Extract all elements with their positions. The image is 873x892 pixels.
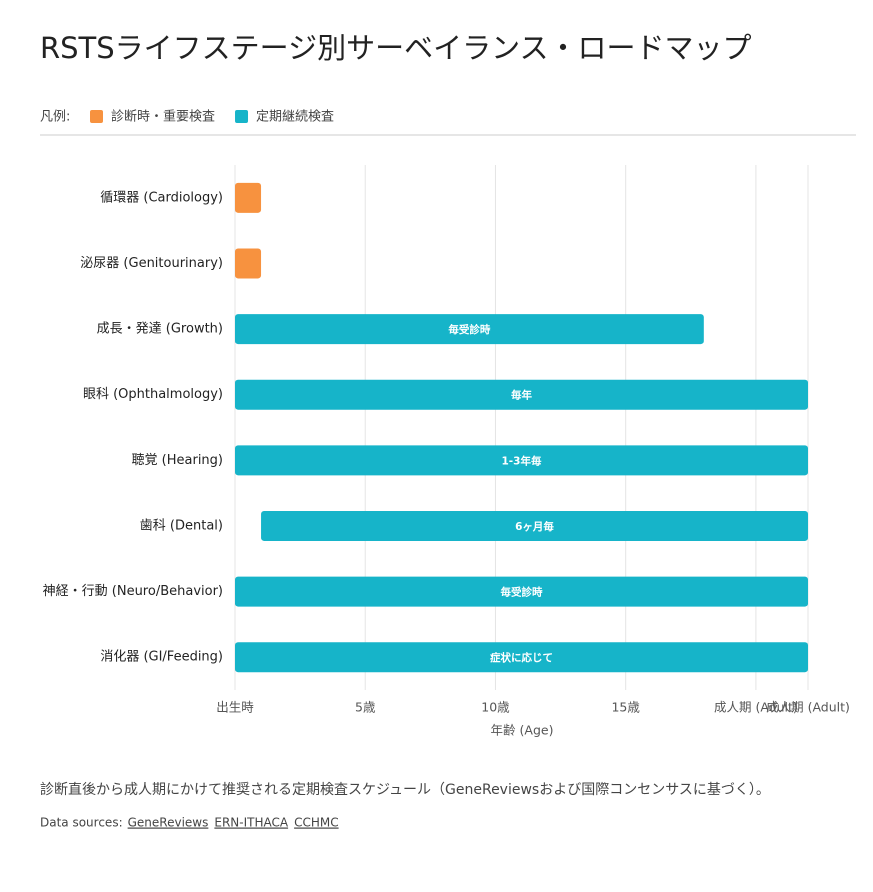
bar-label: 毎受診時 xyxy=(448,323,490,336)
x-tick-label: 15歳 xyxy=(611,700,640,715)
bar xyxy=(235,182,262,213)
y-tick-label: 眼科 (Ophthalmology) xyxy=(83,387,223,402)
y-tick-label: 聴覚 (Hearing) xyxy=(132,453,223,468)
y-tick-label: 歯科 (Dental) xyxy=(140,518,223,533)
x-tick-label: 5歳 xyxy=(355,700,376,715)
x-tick-label: 10歳 xyxy=(481,700,510,715)
bar-label: 毎年 xyxy=(511,389,532,402)
bar-label: 6ヶ月毎 xyxy=(515,520,554,533)
x-axis-label: 年齢 (Age) xyxy=(491,723,554,738)
source-link-text: CCHMC xyxy=(294,816,339,830)
y-tick-label: 成長・発達 (Growth) xyxy=(97,322,223,337)
y-tick-label: 循環器 (Cardiology) xyxy=(100,190,223,205)
source-link[interactable]: ERN-ITHACA xyxy=(214,816,288,830)
sources-label: Data sources: xyxy=(40,816,123,830)
source-link-text: GeneReviews xyxy=(128,816,209,830)
source-link[interactable]: GeneReviews xyxy=(128,816,209,830)
bar xyxy=(235,379,808,410)
x-tick-label: 成人期 (Adult) xyxy=(714,700,798,715)
bar-label: 症状に応じて xyxy=(490,651,553,664)
bar xyxy=(235,576,808,607)
bar xyxy=(261,510,809,541)
y-tick-label: 泌尿器 (Genitourinary) xyxy=(80,256,223,271)
bar-label: 1-3年毎 xyxy=(502,454,542,467)
y-tick-label: 消化器 (GI/Feeding) xyxy=(100,650,223,665)
legend-swatch xyxy=(90,110,103,123)
source-link[interactable]: CCHMC xyxy=(294,816,339,830)
legend-entry: 定期継続検査 xyxy=(256,110,334,125)
bar-label: 毎受診時 xyxy=(501,586,543,599)
caption: 診断直後から成人期にかけて推奨される定期検査スケジュール（GeneReviews… xyxy=(40,781,770,798)
x-tick-label: 成人期 (Adult) xyxy=(766,700,850,715)
y-tick-label: 神経・行動 (Neuro/Behavior) xyxy=(43,584,223,599)
x-tick-label: 出生時 xyxy=(216,700,254,715)
legend-label: 凡例: xyxy=(40,110,70,125)
bar xyxy=(235,248,262,279)
bar xyxy=(235,314,704,345)
chart-title: RSTSライフステージ別サーベイランス・ロードマップ xyxy=(40,31,752,65)
bar xyxy=(235,642,808,673)
bar xyxy=(235,445,808,476)
legend-entry: 診断時・重要検査 xyxy=(111,109,215,125)
legend-swatch xyxy=(235,110,249,123)
source-link-text: ERN-ITHACA xyxy=(214,816,288,830)
